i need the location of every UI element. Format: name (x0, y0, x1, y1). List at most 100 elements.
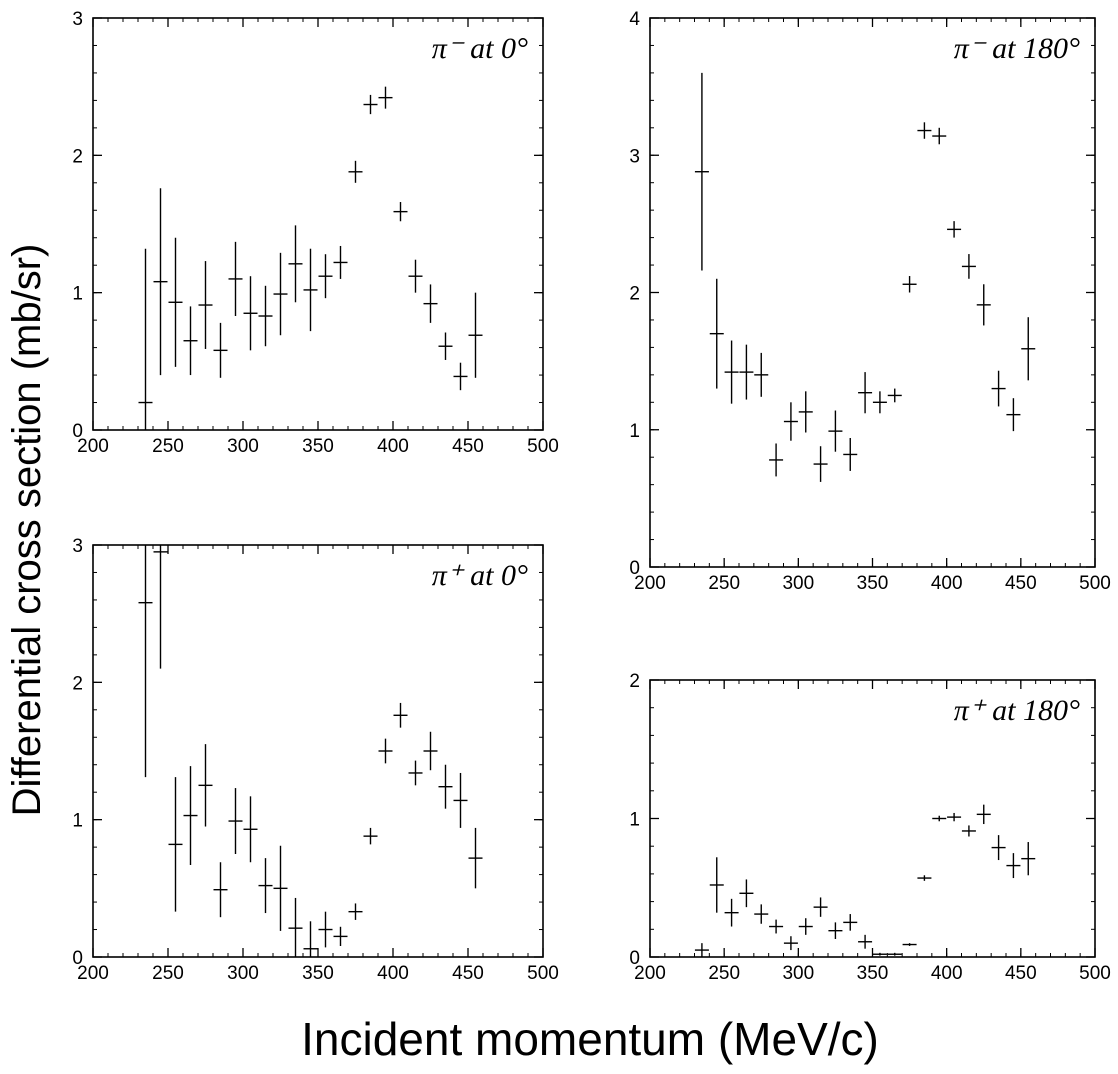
y-tick-label: 0 (629, 948, 640, 969)
data-point (348, 903, 363, 920)
x-tick-label: 400 (931, 573, 963, 594)
y-tick-label: 1 (72, 811, 83, 832)
data-point (378, 86, 393, 109)
data-point (138, 545, 153, 778)
data-point (902, 943, 917, 946)
data-point (1006, 853, 1021, 879)
x-tick-label: 500 (527, 963, 559, 984)
data-point (273, 845, 288, 931)
data-point (724, 340, 739, 404)
x-tick-label: 300 (782, 963, 814, 984)
data-point (694, 943, 709, 957)
x-tick-label: 400 (377, 963, 409, 984)
data-point (739, 344, 754, 400)
data-point (153, 188, 168, 376)
data-point (168, 237, 183, 367)
panel-title: π⁺ at 0° (432, 559, 528, 592)
panel-title: π⁻ at 180° (954, 32, 1080, 65)
data-point (393, 202, 408, 222)
data-point (902, 276, 917, 293)
data-point (348, 160, 363, 183)
data-point (1021, 842, 1036, 876)
data-point (318, 254, 333, 299)
y-tick-label: 3 (629, 146, 640, 167)
x-tick-label: 300 (227, 436, 259, 457)
x-tick-label: 300 (227, 963, 259, 984)
x-tick-label: 500 (1079, 963, 1111, 984)
y-tick-label: 0 (629, 558, 640, 579)
data-point (318, 911, 333, 948)
data-point (453, 772, 468, 828)
data-point (303, 248, 318, 332)
data-point (843, 914, 858, 931)
data-point (243, 796, 258, 863)
data-point (798, 918, 813, 935)
panel-pi-minus-180deg: 200 250 300 350 400 450 500 0 1 2 3 4 π⁻ at 180° (629, 9, 1110, 594)
x-tick-label: 250 (708, 573, 740, 594)
data-point (468, 827, 483, 889)
data-points (694, 804, 1036, 957)
data-point (828, 922, 843, 939)
data-point (453, 362, 468, 391)
data-point (754, 904, 769, 924)
x-tick-label: 200 (77, 436, 109, 457)
data-point (887, 388, 902, 403)
data-point (828, 410, 843, 452)
y-tick-label: 0 (72, 948, 83, 969)
y-tick-label: 2 (72, 146, 83, 167)
y-tick-label: 2 (629, 671, 640, 692)
data-point (709, 278, 724, 389)
data-point (754, 352, 769, 397)
data-point (213, 862, 228, 918)
x-tick-label: 250 (152, 436, 184, 457)
data-point (183, 306, 198, 376)
data-point (303, 921, 318, 957)
x-axis-label: Incident momentum (MeV/c) (301, 1013, 879, 1065)
data-point (976, 284, 991, 326)
data-point (694, 72, 709, 271)
data-point (932, 127, 947, 145)
data-point (769, 919, 784, 934)
y-tick-label: 1 (629, 810, 640, 831)
x-tick-label: 200 (634, 963, 666, 984)
data-point (872, 952, 887, 956)
data-point (228, 241, 243, 317)
data-point (438, 332, 453, 360)
data-point (813, 897, 828, 917)
data-points (138, 545, 483, 957)
x-tick-label: 400 (931, 963, 963, 984)
y-tick-label: 2 (72, 673, 83, 694)
data-point (243, 276, 258, 351)
data-point (228, 788, 243, 854)
data-point (961, 825, 976, 837)
data-point (917, 875, 932, 881)
y-tick-label: 0 (72, 421, 83, 442)
panel-pi-minus-0deg: 200 250 300 350 400 450 500 0 1 2 3 π⁻ at 0° (72, 9, 558, 457)
data-point (393, 702, 408, 728)
data-point (423, 731, 438, 771)
x-tick-label: 450 (452, 963, 484, 984)
data-point (961, 254, 976, 279)
data-point (739, 879, 754, 908)
data-point (783, 936, 798, 951)
data-point (408, 259, 423, 293)
data-point (213, 322, 228, 378)
data-point (858, 934, 873, 949)
x-tick-label: 400 (377, 436, 409, 457)
data-point (947, 812, 962, 822)
data-point (258, 858, 273, 914)
y-axis-label: Differential cross section (mb/sr) (5, 244, 49, 817)
x-tick-label: 350 (857, 573, 889, 594)
data-points (138, 86, 483, 430)
data-point (1021, 317, 1036, 381)
y-tick-label: 4 (629, 9, 640, 30)
data-point (468, 292, 483, 378)
data-point (183, 766, 198, 865)
data-point (138, 248, 153, 430)
x-tick-label: 450 (1005, 573, 1037, 594)
panel-title: π⁻ at 0° (432, 32, 528, 65)
data-point (783, 402, 798, 441)
x-tick-label: 350 (302, 436, 334, 457)
